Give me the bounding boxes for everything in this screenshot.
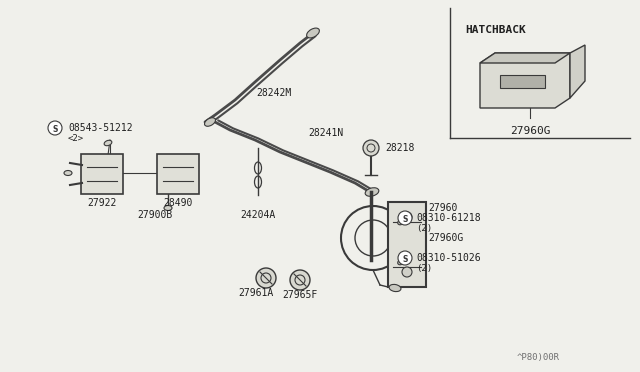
Text: 08310-61218: 08310-61218 [416, 213, 481, 223]
FancyBboxPatch shape [388, 202, 426, 287]
Text: 24204A: 24204A [241, 210, 276, 220]
Ellipse shape [389, 285, 401, 292]
Text: 27965F: 27965F [282, 290, 317, 300]
Circle shape [402, 212, 412, 222]
Circle shape [256, 268, 276, 288]
Text: 27961A: 27961A [238, 288, 274, 298]
Text: 27960: 27960 [428, 203, 458, 213]
Text: 27922: 27922 [87, 198, 116, 208]
Circle shape [290, 270, 310, 290]
Circle shape [363, 140, 379, 156]
Text: HATCHBACK: HATCHBACK [465, 25, 525, 35]
Text: S: S [403, 254, 408, 263]
Circle shape [398, 251, 412, 265]
Polygon shape [480, 53, 570, 108]
Text: 08310-51026: 08310-51026 [416, 253, 481, 263]
Ellipse shape [397, 259, 404, 265]
Polygon shape [570, 45, 585, 98]
Text: 27960G: 27960G [428, 233, 463, 243]
FancyBboxPatch shape [81, 154, 123, 194]
Text: S: S [403, 215, 408, 224]
Ellipse shape [164, 205, 172, 211]
Text: 28241N: 28241N [308, 128, 343, 138]
Circle shape [402, 267, 412, 277]
Text: (2): (2) [416, 224, 432, 232]
Text: (2): (2) [416, 263, 432, 273]
Polygon shape [480, 53, 570, 63]
Text: <2>: <2> [68, 134, 84, 142]
Text: 28490: 28490 [163, 198, 193, 208]
Ellipse shape [205, 118, 216, 126]
Text: 28218: 28218 [385, 143, 414, 153]
Text: 27960G: 27960G [509, 126, 550, 136]
Text: ^P80)00R: ^P80)00R [517, 353, 560, 362]
Text: 08543-51212: 08543-51212 [68, 123, 132, 133]
Text: S: S [52, 125, 58, 134]
Text: 28242M: 28242M [256, 88, 291, 98]
FancyBboxPatch shape [157, 154, 199, 194]
Text: 27900B: 27900B [138, 210, 173, 220]
Polygon shape [500, 75, 545, 88]
Ellipse shape [104, 140, 112, 146]
Ellipse shape [307, 28, 319, 38]
Circle shape [48, 121, 62, 135]
Circle shape [398, 211, 412, 225]
Ellipse shape [365, 188, 379, 196]
Ellipse shape [64, 170, 72, 176]
Ellipse shape [397, 219, 404, 225]
